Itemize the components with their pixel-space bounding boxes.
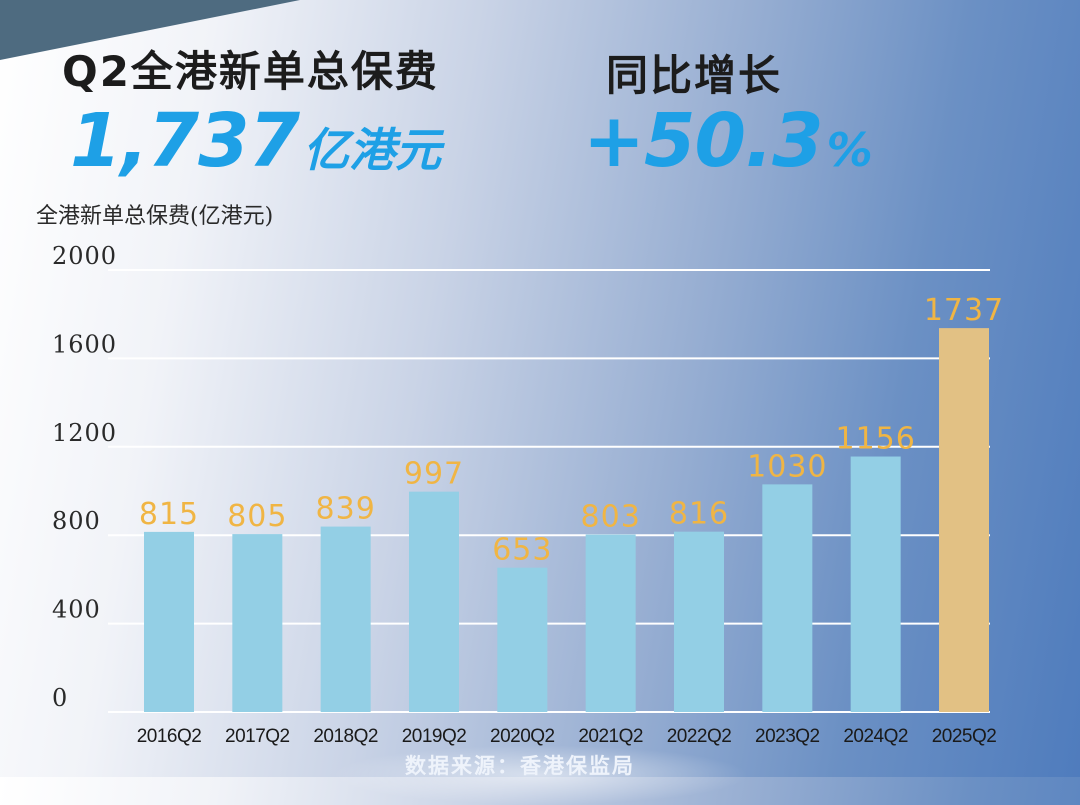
y-tick-label: 1200 — [52, 419, 117, 447]
bar — [144, 531, 194, 712]
y-axis-label: 全港新单总保费(亿港元) — [36, 204, 274, 229]
bar-value-label: 1156 — [835, 422, 915, 457]
y-tick-label: 1600 — [52, 330, 117, 358]
y-tick-label: 2000 — [52, 242, 117, 270]
x-tick-label: 2024Q2 — [843, 726, 908, 747]
x-tick-label: 2017Q2 — [225, 726, 290, 747]
x-tick-label: 2016Q2 — [137, 726, 202, 747]
bar — [232, 534, 283, 712]
bar-value-label: 997 — [404, 457, 464, 492]
headline-title: Q2全港新单总保费 — [62, 47, 439, 96]
x-tick-label: 2019Q2 — [402, 726, 467, 747]
bar — [497, 567, 548, 712]
x-tick-label: 2022Q2 — [667, 726, 732, 747]
bar-chart: 0 400 800 1200 1600 2000 815 2016Q2 805 2017Q2 839… — [52, 242, 1004, 747]
bar-value-label: 1030 — [747, 449, 827, 484]
bar-value-label: 815 — [139, 497, 199, 532]
x-tick-label: 2020Q2 — [490, 726, 555, 747]
total-premium-value: 1,737 — [70, 98, 300, 184]
y-tick-label: 800 — [52, 507, 101, 535]
x-tick-label: 2018Q2 — [313, 726, 378, 747]
bar-value-label: 805 — [227, 499, 287, 534]
bar-value-label: 1737 — [924, 293, 1004, 328]
growth-rate-unit: % — [826, 123, 873, 177]
bar — [585, 534, 636, 712]
bar-value-label: 839 — [316, 492, 376, 527]
bar — [320, 526, 371, 712]
total-premium: 1,737亿港元 — [70, 98, 441, 184]
bar-value-label: 816 — [669, 497, 729, 532]
x-tick-label: 2023Q2 — [755, 726, 820, 747]
data-source: 数据来源：香港保监局 — [405, 754, 635, 778]
bar — [409, 491, 459, 712]
total-premium-unit: 亿港元 — [303, 123, 442, 177]
x-tick-label: 2025Q2 — [932, 726, 997, 747]
bar-value-label: 653 — [492, 533, 552, 568]
x-tick-label: 2021Q2 — [578, 726, 643, 747]
bar — [939, 328, 989, 712]
bar — [850, 456, 901, 712]
bar-value-label: 803 — [581, 500, 641, 535]
y-tick-label: 0 — [52, 684, 68, 712]
growth-title: 同比增长 — [606, 51, 783, 100]
bar — [762, 484, 813, 712]
growth-rate-value: +50.3 — [583, 98, 824, 184]
growth-rate: +50.3% — [583, 98, 873, 184]
y-tick-label: 400 — [52, 596, 101, 624]
bar — [674, 531, 724, 712]
